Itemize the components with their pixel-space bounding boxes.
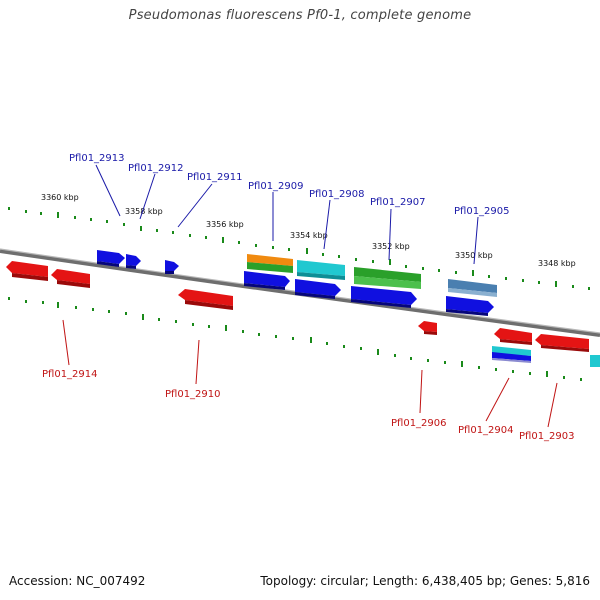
forward-gene-2909[interactable]: [244, 254, 293, 290]
reverse-gene-2903a[interactable]: [494, 328, 532, 345]
reverse-gene-2903b[interactable]: [535, 334, 589, 352]
gene-label-pfl01-2907[interactable]: Pfl01_2907: [370, 197, 426, 208]
tick-label: 3352 kbp: [372, 242, 410, 251]
forward-gene-2913[interactable]: [97, 250, 125, 267]
gene-label-pfl01-2906[interactable]: Pfl01_2906: [391, 418, 447, 429]
forward-gene-2911[interactable]: [165, 260, 179, 274]
gene-label-pfl01-2912[interactable]: Pfl01_2912: [128, 163, 184, 174]
forward-gene-2908[interactable]: [295, 260, 345, 299]
tick-label: 3354 kbp: [290, 231, 328, 240]
gene-label-pfl01-2908[interactable]: Pfl01_2908: [309, 189, 365, 200]
tick-label: 3356 kbp: [206, 220, 244, 229]
gene-label-pfl01-2910[interactable]: Pfl01_2910: [165, 389, 221, 400]
tick-label: 3348 kbp: [538, 259, 576, 268]
gene-label-pfl01-2904[interactable]: Pfl01_2904: [458, 425, 514, 436]
forward-gene-2912[interactable]: [126, 254, 141, 269]
reverse-leaders: [62, 319, 558, 428]
reverse-gene-2904[interactable]: [492, 346, 531, 363]
accession-label: Accession: NC_007492: [9, 574, 146, 588]
upper-tick-row: [8, 207, 590, 290]
gene-label-pfl01-2911[interactable]: Pfl01_2911: [187, 172, 243, 183]
genome-summary: Topology: circular; Length: 6,438,405 bp…: [260, 574, 590, 588]
forward-gene-2905[interactable]: [446, 279, 497, 316]
gene-label-pfl01-2909[interactable]: Pfl01_2909: [248, 181, 304, 192]
lower-tick-row: [8, 297, 582, 381]
cyan-gene-edge[interactable]: [590, 355, 600, 367]
tick-label: 3350 kbp: [455, 251, 493, 260]
reverse-gene-2914b[interactable]: [51, 269, 90, 288]
tick-label: 3358 kbp: [125, 207, 163, 216]
forward-gene-2907[interactable]: [351, 267, 421, 308]
forward-leaders: [95, 164, 479, 265]
reverse-gene-2914[interactable]: [6, 261, 48, 281]
gene-label-pfl01-2913[interactable]: Pfl01_2913: [69, 153, 125, 164]
gene-label-pfl01-2905[interactable]: Pfl01_2905: [454, 206, 510, 217]
map-title: Pseudomonas fluorescens Pf0-1, complete …: [128, 8, 472, 23]
reverse-gene-2910[interactable]: [178, 289, 233, 310]
gene-label-pfl01-2903[interactable]: Pfl01_2903: [519, 431, 575, 442]
gene-label-pfl01-2914[interactable]: Pfl01_2914: [42, 369, 98, 380]
tick-label: 3360 kbp: [41, 193, 79, 202]
reverse-gene-2906[interactable]: [418, 321, 437, 335]
